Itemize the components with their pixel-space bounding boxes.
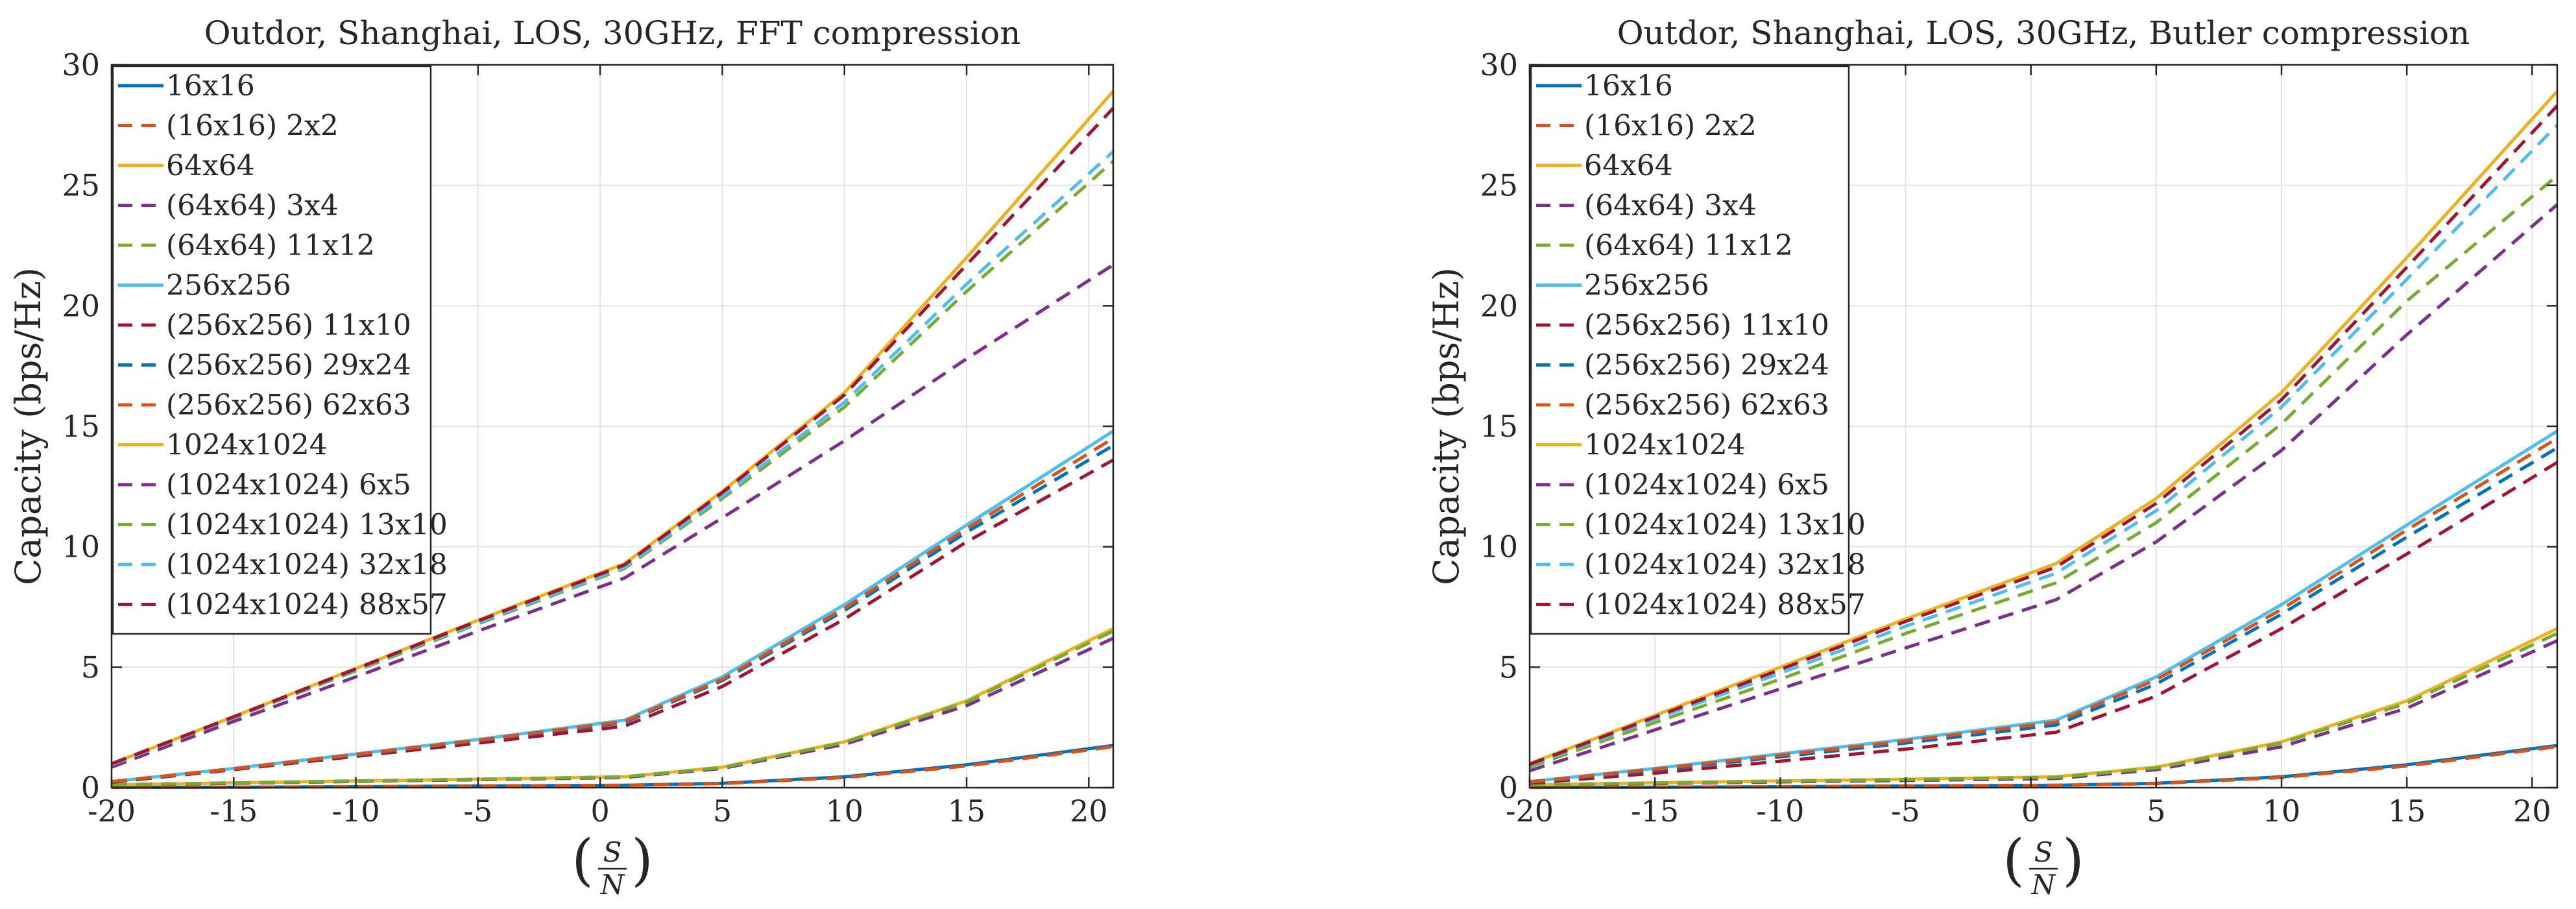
- legend-entry: (256x256) 29x24: [166, 349, 411, 382]
- legend-entry: (1024x1024) 88x57: [166, 588, 448, 622]
- series-line: [1529, 632, 2558, 787]
- series-line: [1529, 745, 2558, 790]
- x-tick-label: 0: [2021, 794, 2040, 829]
- series-line: [1529, 174, 2558, 769]
- x-tick-label: -10: [332, 794, 380, 829]
- legend-entry: (16x16) 2x2: [166, 110, 339, 143]
- x-tick-label: 5: [713, 794, 732, 829]
- series-line: [111, 430, 1114, 784]
- legend-entry: (256x256) 11x10: [1584, 309, 1829, 342]
- y-tick-label: 25: [62, 168, 100, 203]
- x-tick-label: -10: [1756, 794, 1804, 829]
- y-tick-label: 0: [1499, 770, 1518, 805]
- legend-entry: (256x256) 11x10: [166, 309, 411, 342]
- legend-entry: (1024x1024) 32x18: [166, 548, 448, 581]
- y-axis-label: Capacity (bps/Hz): [1426, 267, 1467, 585]
- series-line: [1529, 446, 2558, 784]
- x-label-open-paren: (: [572, 828, 594, 893]
- legend-entry: (256x256) 29x24: [1584, 349, 1829, 382]
- legend-entry: (1024x1024) 13x10: [166, 509, 448, 542]
- x-tick-label: -20: [1506, 794, 1554, 829]
- chart-title: Outdor, Shanghai, LOS, 30GHz, Butler com…: [1617, 14, 2470, 52]
- series-line: [1529, 461, 2558, 785]
- x-tick-label: -5: [463, 794, 492, 829]
- y-tick-label: 30: [62, 47, 100, 82]
- y-tick-label: 10: [62, 529, 100, 564]
- x-tick-label: 15: [948, 794, 986, 829]
- series-line: [111, 107, 1114, 766]
- series-line: [1529, 203, 2558, 773]
- y-axis-label: Capacity (bps/Hz): [8, 267, 49, 585]
- x-tick-label: -20: [88, 794, 136, 829]
- legend-entry: 1024x1024: [166, 429, 328, 462]
- y-tick-label: 15: [1480, 409, 1518, 444]
- legend-entry: (64x64) 3x4: [166, 189, 339, 223]
- x-tick-label: 15: [2388, 794, 2426, 829]
- y-tick-label: 25: [1480, 168, 1518, 203]
- legend-box: [1530, 65, 1850, 635]
- legend-entry: (1024x1024) 6x5: [1584, 468, 1829, 502]
- series-line: [111, 263, 1114, 769]
- series-line: [1529, 90, 2558, 766]
- legend: 16x16 (16x16) 2x2 64x64 (64x64) 3x4 (64x64) …: [1530, 65, 1866, 635]
- legend-entry: (1024x1024) 13x10: [1584, 509, 1866, 542]
- chart-fft-compression: -20 -15 -10 -5 0 5 10 15 20 0 5 10 15 20 25 30 Outdor, S…: [8, 14, 1114, 901]
- x-axis-label: ( SN): [2003, 828, 2084, 901]
- x-tick-label: 0: [591, 794, 610, 829]
- legend-entry: 256x256: [166, 269, 291, 302]
- legend-entry: (64x64) 3x4: [1584, 189, 1757, 223]
- x-tick-label: -5: [1891, 794, 1920, 829]
- legend-entry: 1024x1024: [1584, 429, 1746, 462]
- x-tick-label: 10: [825, 794, 863, 829]
- y-tick-label: 0: [81, 770, 100, 805]
- x-axis-label: ( SN): [572, 828, 653, 901]
- x-label-close-paren: ): [2062, 828, 2084, 893]
- series-group: [1529, 90, 2558, 790]
- y-tick-label: 30: [1480, 47, 1518, 82]
- x-label-denominator: N: [600, 869, 625, 901]
- x-label-denominator: N: [2031, 869, 2056, 901]
- x-label-numerator: S: [603, 836, 622, 868]
- legend-entry: 64x64: [166, 149, 255, 182]
- x-tick-label: 20: [1070, 794, 1108, 829]
- y-tick-label: 20: [1480, 288, 1518, 323]
- series-line: [1529, 124, 2558, 767]
- legend-entry: 16x16: [1584, 69, 1673, 103]
- legend-entry: (64x64) 11x12: [166, 229, 375, 262]
- legend-entry: (64x64) 11x12: [1584, 229, 1793, 262]
- legend-entry: (1024x1024) 88x57: [1584, 588, 1866, 622]
- y-tick-label: 5: [1499, 649, 1518, 685]
- x-tick-label: -15: [210, 794, 258, 829]
- legend-entry: (256x256) 62x63: [166, 389, 411, 422]
- series-line: [111, 629, 1114, 786]
- legend: 16x16 (16x16) 2x2 64x64 (64x64) 3x4 (64x64) …: [112, 65, 448, 635]
- y-tick-label: 20: [62, 288, 100, 323]
- chart-title: Outdor, Shanghai, LOS, 30GHz, FFT compre…: [204, 14, 1021, 52]
- y-tick-label: 10: [1480, 529, 1518, 564]
- x-label-open-paren: (: [2003, 828, 2025, 893]
- legend-entry: (16x16) 2x2: [1584, 110, 1757, 143]
- series-line: [1529, 430, 2558, 784]
- chart-butler-compression: -20 -15 -10 -5 0 5 10 15 20 0 5 10 15 20 25 30 Outdor, S…: [1426, 14, 2558, 901]
- x-label-numerator: S: [2034, 836, 2053, 868]
- legend-entry: (256x256) 62x63: [1584, 389, 1829, 422]
- x-tick-label: 5: [2147, 794, 2165, 829]
- y-tick-label: 5: [81, 649, 100, 685]
- legend-entry: (1024x1024) 32x18: [1584, 548, 1866, 581]
- legend-box: [112, 65, 432, 635]
- legend-entry: (1024x1024) 6x5: [166, 468, 411, 502]
- legend-entry: 256x256: [1584, 269, 1709, 302]
- x-tick-label: 10: [2263, 794, 2301, 829]
- x-tick-label: -15: [1631, 794, 1679, 829]
- legend-entry: 16x16: [166, 69, 255, 103]
- legend-entry: 64x64: [1584, 149, 1673, 182]
- series-line: [1529, 104, 2558, 766]
- series-line: [1529, 437, 2558, 784]
- y-tick-label: 15: [62, 409, 100, 444]
- x-label-close-paren: ): [631, 828, 653, 893]
- x-tick-label: 20: [2513, 794, 2551, 829]
